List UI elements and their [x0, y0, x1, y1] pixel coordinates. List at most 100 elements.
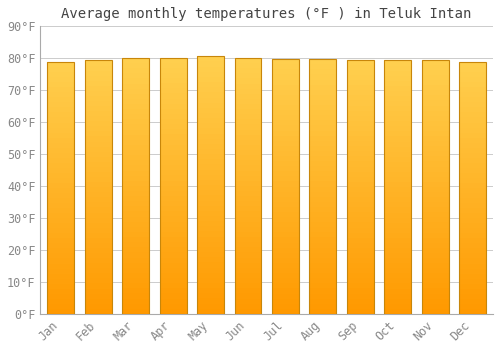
Bar — [197, 195, 224, 201]
Bar — [384, 208, 411, 212]
Bar — [85, 208, 112, 212]
Bar — [384, 132, 411, 136]
Bar — [234, 155, 262, 160]
Bar — [310, 187, 336, 192]
Bar — [48, 173, 74, 178]
Bar — [85, 248, 112, 253]
Bar — [384, 65, 411, 71]
Bar — [197, 82, 224, 87]
Bar — [422, 273, 448, 278]
Bar — [384, 202, 411, 208]
Bar — [160, 242, 186, 247]
Bar — [347, 304, 374, 309]
Bar — [122, 217, 149, 222]
Bar — [234, 242, 262, 247]
Bar — [347, 106, 374, 111]
Bar — [347, 273, 374, 278]
Bar — [122, 268, 149, 273]
Bar — [459, 138, 486, 143]
Bar — [459, 259, 486, 264]
Bar — [48, 163, 74, 168]
Bar — [197, 242, 224, 247]
Bar — [310, 283, 336, 288]
Bar — [197, 180, 224, 185]
Bar — [384, 258, 411, 263]
Bar — [48, 148, 74, 153]
Bar — [85, 101, 112, 106]
Bar — [85, 132, 112, 136]
Bar — [48, 279, 74, 284]
Bar — [48, 299, 74, 304]
Bar — [310, 248, 336, 253]
Bar — [310, 268, 336, 273]
Bar — [122, 304, 149, 309]
Bar — [459, 268, 486, 274]
Bar — [272, 273, 299, 278]
Bar — [160, 222, 186, 227]
Bar — [197, 87, 224, 92]
Bar — [234, 109, 262, 114]
Bar — [459, 213, 486, 218]
Bar — [272, 212, 299, 217]
Bar — [48, 133, 74, 138]
Bar — [272, 135, 299, 141]
Bar — [272, 278, 299, 283]
Bar — [459, 102, 486, 107]
Bar — [160, 58, 186, 63]
Bar — [310, 202, 336, 207]
Bar — [459, 173, 486, 178]
Bar — [234, 181, 262, 186]
Bar — [422, 304, 448, 309]
Bar — [272, 105, 299, 110]
Bar — [347, 258, 374, 263]
Bar — [160, 114, 186, 119]
Bar — [197, 175, 224, 180]
Bar — [459, 223, 486, 228]
Bar — [85, 91, 112, 96]
Bar — [310, 197, 336, 202]
Bar — [422, 299, 448, 304]
Bar — [85, 141, 112, 147]
Bar — [272, 207, 299, 212]
Bar — [234, 104, 262, 109]
Bar — [160, 237, 186, 242]
Bar — [85, 162, 112, 167]
Bar — [310, 299, 336, 304]
Bar — [310, 79, 336, 85]
Bar — [310, 227, 336, 232]
Bar — [384, 228, 411, 233]
Bar — [122, 119, 149, 125]
Bar — [160, 211, 186, 217]
Bar — [234, 58, 262, 63]
Bar — [234, 283, 262, 288]
Bar — [347, 192, 374, 197]
Bar — [48, 228, 74, 233]
Bar — [122, 247, 149, 252]
Bar — [422, 90, 448, 96]
Bar — [459, 133, 486, 138]
Bar — [122, 232, 149, 237]
Bar — [197, 299, 224, 303]
Bar — [197, 103, 224, 108]
Bar — [234, 170, 262, 176]
Bar — [122, 242, 149, 247]
Bar — [384, 162, 411, 167]
Bar — [310, 309, 336, 314]
Bar — [85, 71, 112, 76]
Bar — [160, 175, 186, 181]
Bar — [197, 267, 224, 273]
Bar — [197, 118, 224, 123]
Bar — [48, 62, 74, 67]
Bar — [459, 72, 486, 77]
Bar — [459, 163, 486, 168]
Bar — [310, 125, 336, 131]
Bar — [197, 278, 224, 283]
Bar — [160, 268, 186, 273]
Bar — [272, 227, 299, 232]
Bar — [310, 212, 336, 217]
Bar — [160, 252, 186, 258]
Bar — [234, 130, 262, 135]
Bar — [384, 284, 411, 288]
Bar — [384, 273, 411, 278]
Bar — [85, 197, 112, 202]
